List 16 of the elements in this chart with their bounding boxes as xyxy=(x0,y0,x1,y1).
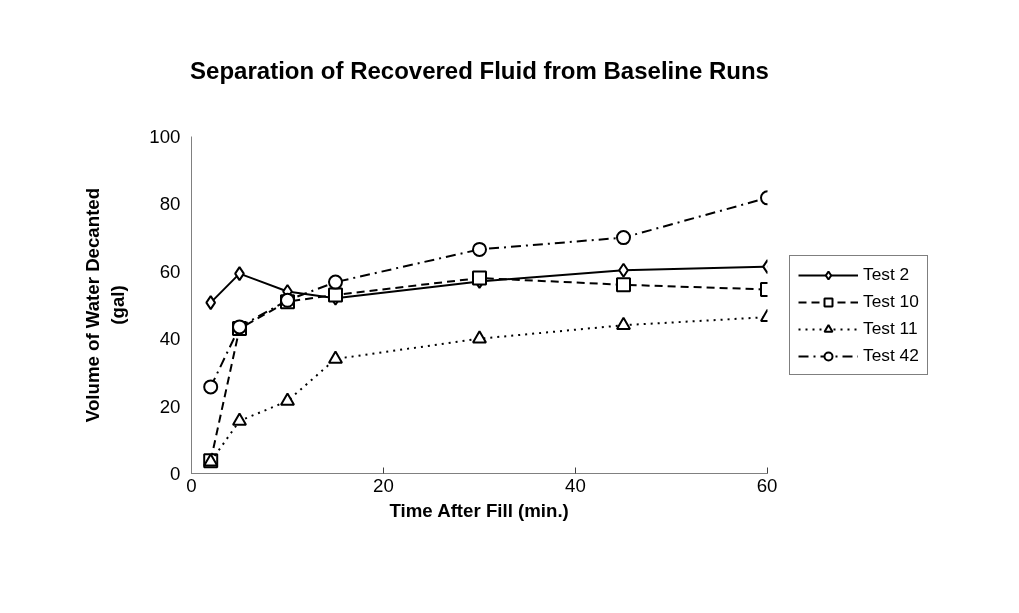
y-tick-label: 40 xyxy=(159,328,181,350)
legend-label: Test 10 xyxy=(863,291,919,312)
y-axis-title: Volume of Water Decanted (gal) xyxy=(82,187,129,423)
y-tick-label: 60 xyxy=(159,260,181,282)
y-tick-label: 20 xyxy=(159,395,181,417)
legend-label: Test 2 xyxy=(863,264,910,285)
y-tick-label: 80 xyxy=(159,193,181,215)
y-tick-label: 100 xyxy=(149,126,181,147)
x-tick-label: 60 xyxy=(756,474,778,496)
x-tick-label: 40 xyxy=(565,474,586,496)
x-tick-label: 0 xyxy=(186,474,197,496)
legend-label: Test 11 xyxy=(863,318,918,339)
legend-label: Test 42 xyxy=(863,345,919,366)
x-axis-title: Time After Fill (min.) xyxy=(389,499,569,521)
chart-title: Separation of Recovered Fluid from Baseline Runs xyxy=(190,57,769,84)
x-tick-label: 20 xyxy=(373,474,394,496)
